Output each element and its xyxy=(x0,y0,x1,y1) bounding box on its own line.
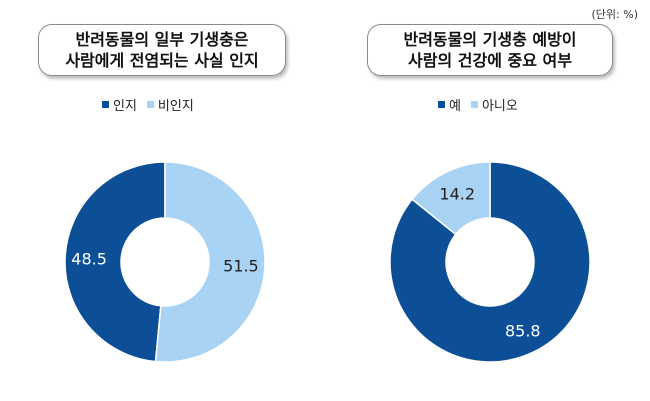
chart-title: 반려동물의 일부 기생충은 사람에게 전염되는 사실 인지 xyxy=(38,24,286,76)
data-label: 14.2 xyxy=(439,184,475,203)
legend-swatch-light xyxy=(470,101,478,108)
chart-title-line-2: 사람의 건강에 중요 여부 xyxy=(408,51,572,70)
donut-slice-primary xyxy=(389,161,591,363)
legend-item-yes: 예 xyxy=(438,95,461,114)
donut-slice-primary xyxy=(64,161,166,363)
donut-slice-secondary xyxy=(411,161,491,236)
legend-item-no: 아니오 xyxy=(470,95,518,114)
chart-panel-awareness: 반려동물의 일부 기생충은 사람에게 전염되는 사실 인지 인지 비인지 48.… xyxy=(38,24,286,363)
chart-title-line-1: 반려동물의 기생충 예방이 xyxy=(403,30,577,49)
donut-chart-awareness: 48.5 51.5 xyxy=(64,161,266,363)
chart-title-line-2: 사람에게 전염되는 사실 인지 xyxy=(65,51,259,70)
chart-title-line-1: 반려동물의 일부 기생충은 xyxy=(75,30,249,49)
legend-swatch-light xyxy=(146,101,154,108)
legend-item-unaware: 비인지 xyxy=(146,95,194,114)
legend-label: 인지 xyxy=(113,99,137,114)
chart-legend: 인지 비인지 xyxy=(102,95,194,114)
legend-item-aware: 인지 xyxy=(102,95,137,114)
chart-title: 반려동물의 기생충 예방이 사람의 건강에 중요 여부 xyxy=(367,24,613,76)
chart-legend: 예 아니오 xyxy=(438,95,518,114)
legend-label: 비인지 xyxy=(157,99,194,114)
donut-slice-secondary xyxy=(154,161,266,363)
data-label: 51.5 xyxy=(223,257,259,276)
legend-swatch-dark xyxy=(438,101,445,108)
data-label: 48.5 xyxy=(71,249,107,268)
legend-label: 아니오 xyxy=(481,99,518,114)
legend-swatch-dark xyxy=(102,101,109,108)
data-label: 85.8 xyxy=(505,322,541,341)
unit-label: (단위: %) xyxy=(591,8,638,21)
chart-panel-importance: 반려동물의 기생충 예방이 사람의 건강에 중요 여부 예 아니오 85.8 14… xyxy=(325,0,650,401)
donut-chart-importance: 85.8 14.2 xyxy=(389,161,591,363)
legend-label: 예 xyxy=(449,99,461,114)
